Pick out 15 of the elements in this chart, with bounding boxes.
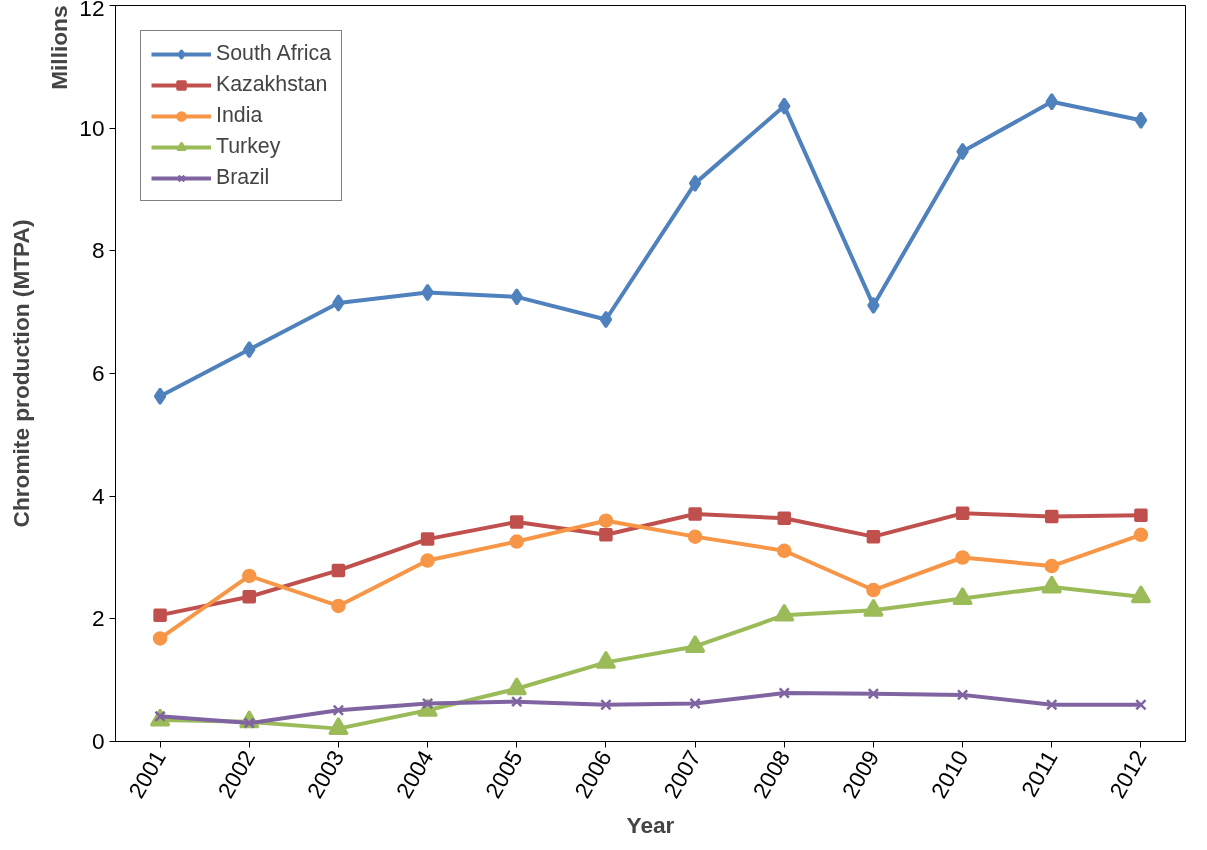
- y-tick-label: 8: [91, 237, 105, 264]
- legend-label: India: [216, 103, 263, 128]
- legend-label: South Africa: [216, 41, 332, 66]
- text: Millions: [45, 5, 72, 90]
- y-axis-title: Chromite production (MTPA): [7, 219, 34, 528]
- legend-label: Brazil: [216, 165, 270, 190]
- legend-label: Kazakhstan: [216, 72, 328, 97]
- y-tick-label: 6: [91, 360, 105, 386]
- x-axis-title: Year: [626, 811, 675, 838]
- y-tick-label: 2: [91, 605, 105, 632]
- y-tick-label: 12: [79, 0, 105, 21]
- y-tick-label: 0: [91, 728, 105, 754]
- y-tick-label: 4: [91, 482, 105, 509]
- y-tick-label: 10: [79, 114, 105, 141]
- legend-label: Turkey: [216, 134, 281, 159]
